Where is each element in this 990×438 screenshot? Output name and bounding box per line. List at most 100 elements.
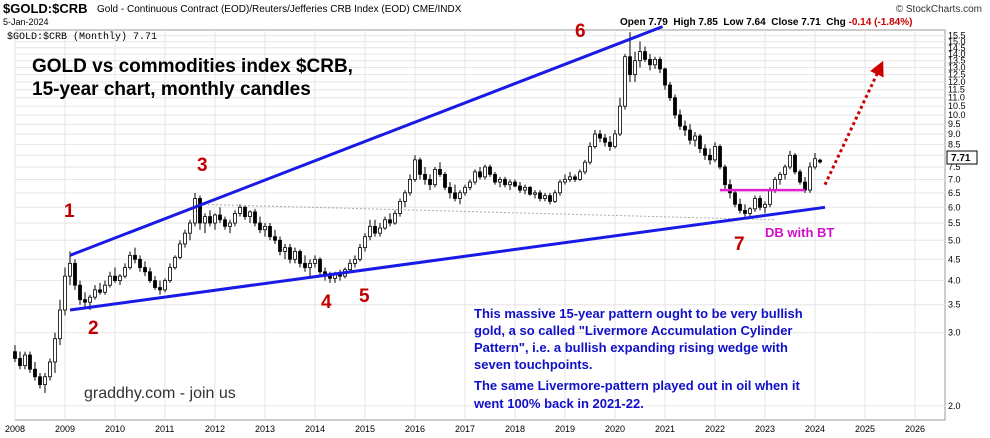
candle-body [203,216,207,224]
candle-body [653,58,657,66]
candle-body [433,168,437,186]
candles [13,32,822,393]
candle-body [523,186,527,191]
candle-body [663,68,667,86]
watermark: graddhy.com - join us [84,385,236,402]
legend-entry: $GOLD:$CRB (Monthly) 7.71 [7,31,157,43]
y-tick-label: 3.0 [948,328,961,338]
y-tick-label: 9.0 [948,129,961,139]
candle-body [683,125,687,131]
y-tick-label: 15.5 [948,31,966,41]
candle-body [298,251,302,264]
candle-body [293,251,297,260]
candle-body [273,236,277,241]
db-bt-label: DB with BT [765,225,834,240]
candle-body [478,171,482,178]
candle-body [443,173,447,188]
open-value: 7.79 [648,17,668,28]
candle-body [713,146,717,161]
candle-body [403,192,407,202]
candle-body [88,296,92,303]
candle-body [668,84,672,99]
candle-body [253,211,257,224]
y-tick-label: 8.5 [948,139,961,149]
commentary-line: gold, a so called "Livermore Accumulatio… [474,323,792,338]
trendlines [69,25,884,312]
candle-body [288,247,292,260]
candle-body [808,166,812,191]
y-tick-label: 12.0 [948,77,966,87]
candle-body [18,358,22,366]
candle-body [703,148,707,156]
x-tick-label: 2021 [655,424,675,434]
candle-body [548,195,552,202]
candle-body [633,60,637,76]
candle-body [693,135,697,141]
candle-body [738,203,742,211]
candle-body [578,171,582,180]
candle-body [723,166,727,186]
candle-body [108,275,112,286]
candle-body [178,243,182,258]
candle-body [498,179,502,183]
candle-body [348,262,352,271]
x-tick-label: 2018 [505,424,525,434]
last-value-text: 7.71 [951,153,971,164]
y-tick-label: 13.0 [948,63,966,73]
candle-body [303,262,307,268]
candle-body [223,219,227,227]
x-tick-label: 2020 [605,424,625,434]
candle-body [688,129,692,141]
y-tick-label: 12.5 [948,70,966,80]
candle-body [263,225,267,231]
y-tick-label: 4.0 [948,276,961,286]
candle-body [353,258,357,264]
candle-body [513,181,517,187]
x-tick-label: 2008 [5,424,25,434]
candle-body [488,166,492,175]
candle-body [428,179,432,186]
candle-body [388,219,392,224]
commentary-line: went 100% back in 2021-22. [473,396,644,411]
candle-body [718,146,722,168]
y-tick-label: 2.0 [948,401,961,411]
y-tick-label: 6.5 [948,188,961,198]
candle-body [678,114,682,127]
commentary-line: Pattern", i.e. a bullish expanding risin… [474,340,788,355]
axes: 2.03.03.54.04.55.05.56.06.57.07.58.08.59… [5,31,966,434]
x-tick-label: 2024 [805,424,825,434]
candle-body [138,258,142,268]
candle-body [788,154,792,168]
candle-body [543,195,547,199]
y-tick-label: 5.0 [948,235,961,245]
candle-body [28,354,32,370]
touchpoint-1-label: 1 [64,201,75,222]
candle-body [508,181,512,186]
candle-body [453,192,457,199]
chart-title: GOLD vs commodities index $CRB, [32,56,353,77]
candle-body [318,258,322,273]
candle-body [363,236,367,249]
y-tick-label: 4.5 [948,254,961,264]
candle-body [103,284,107,293]
candle-body [308,262,312,268]
candle-body [698,135,702,150]
candle-body [198,198,202,224]
y-tick-label: 7.5 [948,162,961,172]
x-tick-label: 2015 [355,424,375,434]
x-tick-label: 2012 [205,424,225,434]
candle-body [118,275,122,282]
candle-body [468,181,472,188]
candle-body [743,209,747,214]
candle-body [113,275,117,282]
candle-body [13,351,17,359]
y-tick-label: 11.0 [948,93,965,103]
candle-body [418,159,422,175]
candle-body [278,239,282,252]
candle-body [233,213,237,224]
x-tick-label: 2010 [105,424,125,434]
x-tick-label: 2019 [555,424,575,434]
candle-body [78,284,82,301]
low-label: Low [723,17,744,28]
high-label: High [673,17,696,28]
